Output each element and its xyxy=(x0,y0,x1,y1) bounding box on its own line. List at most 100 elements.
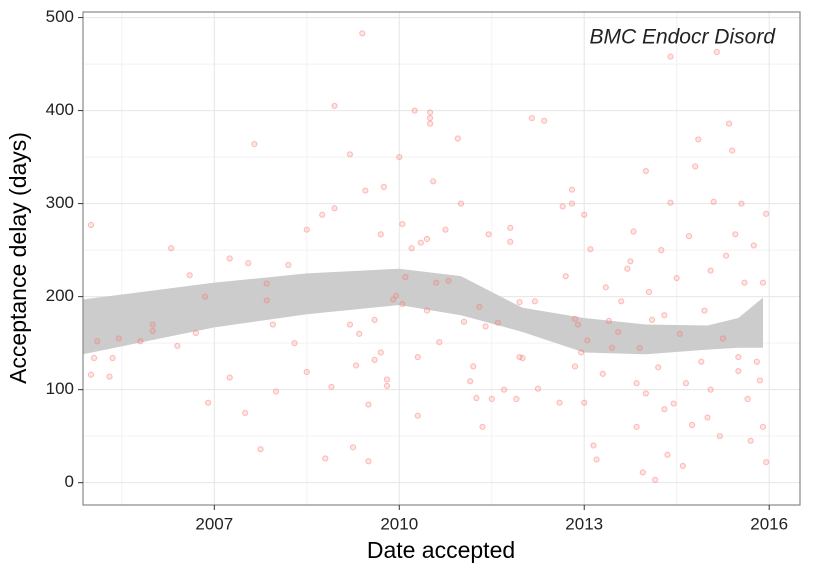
point xyxy=(729,147,736,154)
point xyxy=(581,211,588,218)
point xyxy=(500,386,508,393)
point xyxy=(645,288,653,296)
point xyxy=(516,354,523,361)
point xyxy=(756,377,764,384)
point xyxy=(541,117,548,124)
point xyxy=(713,48,720,56)
point xyxy=(618,298,625,305)
plot-border xyxy=(82,11,801,506)
point xyxy=(192,329,199,337)
point xyxy=(328,383,335,390)
point xyxy=(482,323,489,330)
point xyxy=(615,328,622,336)
point xyxy=(741,279,748,286)
point xyxy=(722,252,730,259)
point xyxy=(719,335,727,342)
point xyxy=(356,330,363,337)
point xyxy=(689,421,696,429)
point xyxy=(636,344,643,351)
point xyxy=(417,239,424,246)
point xyxy=(698,358,705,365)
point xyxy=(460,318,468,325)
point xyxy=(319,211,326,218)
point xyxy=(667,199,674,206)
point xyxy=(682,380,690,387)
y-tick-label: 0 xyxy=(65,472,74,491)
point xyxy=(531,298,539,305)
point xyxy=(747,437,754,444)
point xyxy=(390,296,397,303)
point xyxy=(642,167,649,175)
point xyxy=(371,356,378,363)
point xyxy=(242,409,249,417)
point xyxy=(436,339,443,346)
point xyxy=(633,423,640,430)
point xyxy=(285,261,292,269)
point xyxy=(251,140,258,148)
y-tick-label: 400 xyxy=(46,100,74,119)
point xyxy=(346,151,354,158)
confidence-band xyxy=(83,268,764,355)
point xyxy=(94,338,101,345)
point xyxy=(201,293,209,300)
point xyxy=(519,354,526,362)
point xyxy=(507,238,514,245)
point xyxy=(759,279,767,286)
point xyxy=(149,327,156,335)
point xyxy=(676,330,683,337)
point xyxy=(630,228,637,235)
point xyxy=(137,338,144,345)
y-tick-label: 500 xyxy=(46,7,74,26)
point xyxy=(322,455,329,462)
point xyxy=(414,354,421,361)
point xyxy=(383,382,391,390)
point xyxy=(149,321,156,328)
point xyxy=(457,200,465,207)
point xyxy=(732,231,739,238)
point xyxy=(571,315,579,323)
point xyxy=(399,220,406,228)
point xyxy=(627,258,634,265)
point xyxy=(408,245,415,252)
point xyxy=(605,317,612,324)
y-tick-label: 100 xyxy=(46,379,74,398)
point xyxy=(726,120,733,127)
point xyxy=(109,354,116,362)
point xyxy=(762,459,770,466)
point xyxy=(485,231,492,238)
point xyxy=(353,362,360,369)
point xyxy=(476,303,483,310)
point xyxy=(685,233,693,240)
point xyxy=(87,221,95,229)
point xyxy=(396,154,403,161)
x-tick-label: 2013 xyxy=(565,514,603,533)
point xyxy=(574,321,582,328)
point xyxy=(593,456,600,463)
point xyxy=(226,374,233,381)
plot-panel xyxy=(83,12,800,505)
point xyxy=(695,136,702,143)
point xyxy=(587,246,594,253)
point xyxy=(667,53,674,60)
point xyxy=(349,444,357,451)
point xyxy=(488,395,495,403)
point xyxy=(516,299,523,306)
point xyxy=(423,235,431,243)
point xyxy=(639,469,646,476)
point xyxy=(362,187,369,194)
point xyxy=(291,340,298,347)
point xyxy=(562,273,569,280)
point xyxy=(168,245,175,252)
point xyxy=(346,321,354,328)
point xyxy=(707,267,714,274)
y-tick-label: 200 xyxy=(46,286,74,305)
point xyxy=(380,183,387,190)
point xyxy=(359,30,366,37)
point xyxy=(692,163,699,170)
point xyxy=(584,337,591,344)
point xyxy=(673,274,680,282)
point xyxy=(426,114,434,122)
point xyxy=(670,400,677,407)
point xyxy=(470,363,477,370)
